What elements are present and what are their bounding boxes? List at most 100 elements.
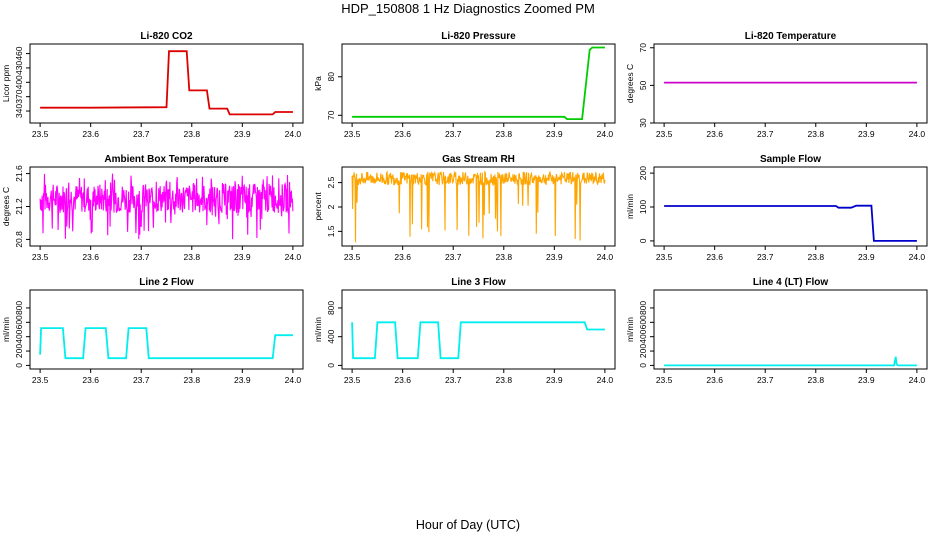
y-tick-label: 400 bbox=[14, 329, 24, 343]
x-tick-label: 24.0 bbox=[597, 252, 614, 262]
figure-xlabel: Hour of Day (UTC) bbox=[415, 518, 521, 532]
x-tick-label: 23.9 bbox=[858, 129, 875, 139]
x-tick-label: 23.9 bbox=[234, 129, 251, 139]
y-tick-label: 0 bbox=[326, 363, 336, 368]
y-tick-label: 400 bbox=[326, 329, 336, 343]
plot-frame bbox=[653, 166, 928, 247]
y-tick-label: 21.2 bbox=[14, 198, 24, 215]
panel-title: Li-820 CO2 bbox=[140, 31, 193, 42]
x-tick-label: 23.5 bbox=[656, 252, 673, 262]
series-line bbox=[39, 327, 293, 360]
x-tick-label: 23.6 bbox=[82, 375, 99, 385]
series-line bbox=[40, 50, 293, 116]
y-tick-label: 200 bbox=[638, 166, 648, 180]
y-tick-label: 800 bbox=[326, 301, 336, 315]
panel-6: Sample Flow ml/min 23.5 23.6 23.7 23.8 23.9 24.… bbox=[625, 154, 928, 262]
x-tick-label: 23.5 bbox=[32, 129, 49, 139]
y-tick-label: 340 bbox=[14, 104, 24, 118]
y-tick-label: 100 bbox=[638, 200, 648, 214]
x-tick-label: 23.8 bbox=[808, 252, 825, 262]
y-tick-label: 200 bbox=[638, 344, 648, 358]
x-tick-label: 23.9 bbox=[858, 375, 875, 385]
panel-5: Gas Stream RH percent 23.5 23.6 23.7 23.8 23.9… bbox=[313, 154, 616, 262]
panel-1: Li-820 CO2 Licor ppm 23.5 23.6 23.7 23.8 23.9 2… bbox=[1, 31, 304, 139]
x-tick-label: 23.6 bbox=[706, 252, 723, 262]
x-tick-label: 23.6 bbox=[82, 129, 99, 139]
y-tick-label: 800 bbox=[638, 301, 648, 315]
panel-7: Line 2 Flow ml/min 23.5 23.6 23.7 23.8 23.9 24.… bbox=[1, 277, 304, 385]
x-tick-label: 23.7 bbox=[757, 252, 774, 262]
x-tick-label: 24.0 bbox=[285, 252, 302, 262]
panel-title: Line 2 Flow bbox=[139, 277, 194, 288]
x-tick-label: 23.7 bbox=[445, 252, 462, 262]
y-tick-label: 0 bbox=[638, 238, 648, 243]
y-axis-label: degrees C bbox=[625, 64, 635, 103]
y-tick-label: 1.5 bbox=[326, 225, 336, 237]
y-tick-label: 460 bbox=[14, 46, 24, 60]
y-axis-label: ml/min bbox=[625, 317, 635, 342]
y-tick-label: 21.6 bbox=[14, 165, 24, 182]
y-tick-label: 50 bbox=[638, 80, 648, 90]
y-tick-label: 370 bbox=[14, 89, 24, 103]
x-tick-label: 23.5 bbox=[344, 252, 361, 262]
panel-title: Li-820 Temperature bbox=[745, 31, 837, 42]
y-tick-label: 20.8 bbox=[14, 231, 24, 248]
y-tick-label: 430 bbox=[14, 61, 24, 75]
x-tick-label: 24.0 bbox=[909, 129, 926, 139]
series-line bbox=[664, 204, 917, 242]
x-tick-label: 24.0 bbox=[285, 129, 302, 139]
series-line bbox=[39, 173, 294, 240]
x-tick-label: 23.9 bbox=[234, 252, 251, 262]
x-tick-label: 23.8 bbox=[184, 129, 201, 139]
series-line bbox=[664, 356, 917, 367]
x-tick-label: 24.0 bbox=[909, 375, 926, 385]
series-line bbox=[351, 321, 605, 360]
plot-frame bbox=[29, 43, 304, 124]
x-tick-label: 23.9 bbox=[546, 375, 563, 385]
x-tick-label: 23.9 bbox=[546, 252, 563, 262]
x-tick-label: 23.8 bbox=[808, 129, 825, 139]
y-tick-label: 200 bbox=[14, 344, 24, 358]
series-line bbox=[351, 170, 606, 243]
y-axis-label: kPa bbox=[313, 76, 323, 91]
x-tick-label: 23.7 bbox=[133, 129, 150, 139]
x-tick-label: 23.8 bbox=[496, 375, 513, 385]
y-tick-label: 600 bbox=[638, 315, 648, 329]
y-tick-label: 400 bbox=[14, 75, 24, 89]
x-tick-label: 24.0 bbox=[597, 129, 614, 139]
y-axis-label: ml/min bbox=[313, 317, 323, 342]
y-tick-label: 30 bbox=[638, 118, 648, 128]
y-tick-label: 400 bbox=[638, 329, 648, 343]
x-tick-label: 24.0 bbox=[597, 375, 614, 385]
y-axis-label: degrees C bbox=[1, 187, 11, 226]
x-tick-label: 23.7 bbox=[445, 129, 462, 139]
panel-title: Sample Flow bbox=[760, 154, 821, 165]
x-tick-label: 23.6 bbox=[706, 129, 723, 139]
x-tick-label: 23.9 bbox=[858, 252, 875, 262]
x-tick-label: 23.5 bbox=[344, 375, 361, 385]
x-tick-label: 23.7 bbox=[757, 375, 774, 385]
x-tick-label: 23.6 bbox=[82, 252, 99, 262]
x-tick-label: 23.8 bbox=[808, 375, 825, 385]
x-tick-label: 24.0 bbox=[909, 252, 926, 262]
x-tick-label: 23.6 bbox=[394, 375, 411, 385]
x-tick-label: 23.8 bbox=[496, 129, 513, 139]
y-tick-label: 800 bbox=[14, 301, 24, 315]
x-tick-label: 23.9 bbox=[234, 375, 251, 385]
panel-3: Li-820 Temperature degrees C 23.5 23.6 23.7 2… bbox=[625, 31, 928, 139]
x-tick-label: 23.5 bbox=[344, 129, 361, 139]
x-tick-label: 23.6 bbox=[706, 375, 723, 385]
x-tick-label: 23.7 bbox=[133, 375, 150, 385]
y-tick-label: 0 bbox=[638, 363, 648, 368]
x-tick-label: 23.8 bbox=[184, 375, 201, 385]
x-tick-label: 23.8 bbox=[496, 252, 513, 262]
plot-frame bbox=[29, 289, 304, 370]
series-line bbox=[352, 46, 605, 120]
panel-title: Li-820 Pressure bbox=[441, 31, 516, 42]
y-axis-label: Licor ppm bbox=[1, 65, 11, 102]
x-tick-label: 23.5 bbox=[656, 129, 673, 139]
plot-frame bbox=[653, 289, 928, 370]
y-tick-label: 0 bbox=[14, 363, 24, 368]
panel-title: Ambient Box Temperature bbox=[104, 154, 229, 165]
y-tick-label: 2.5 bbox=[326, 176, 336, 188]
